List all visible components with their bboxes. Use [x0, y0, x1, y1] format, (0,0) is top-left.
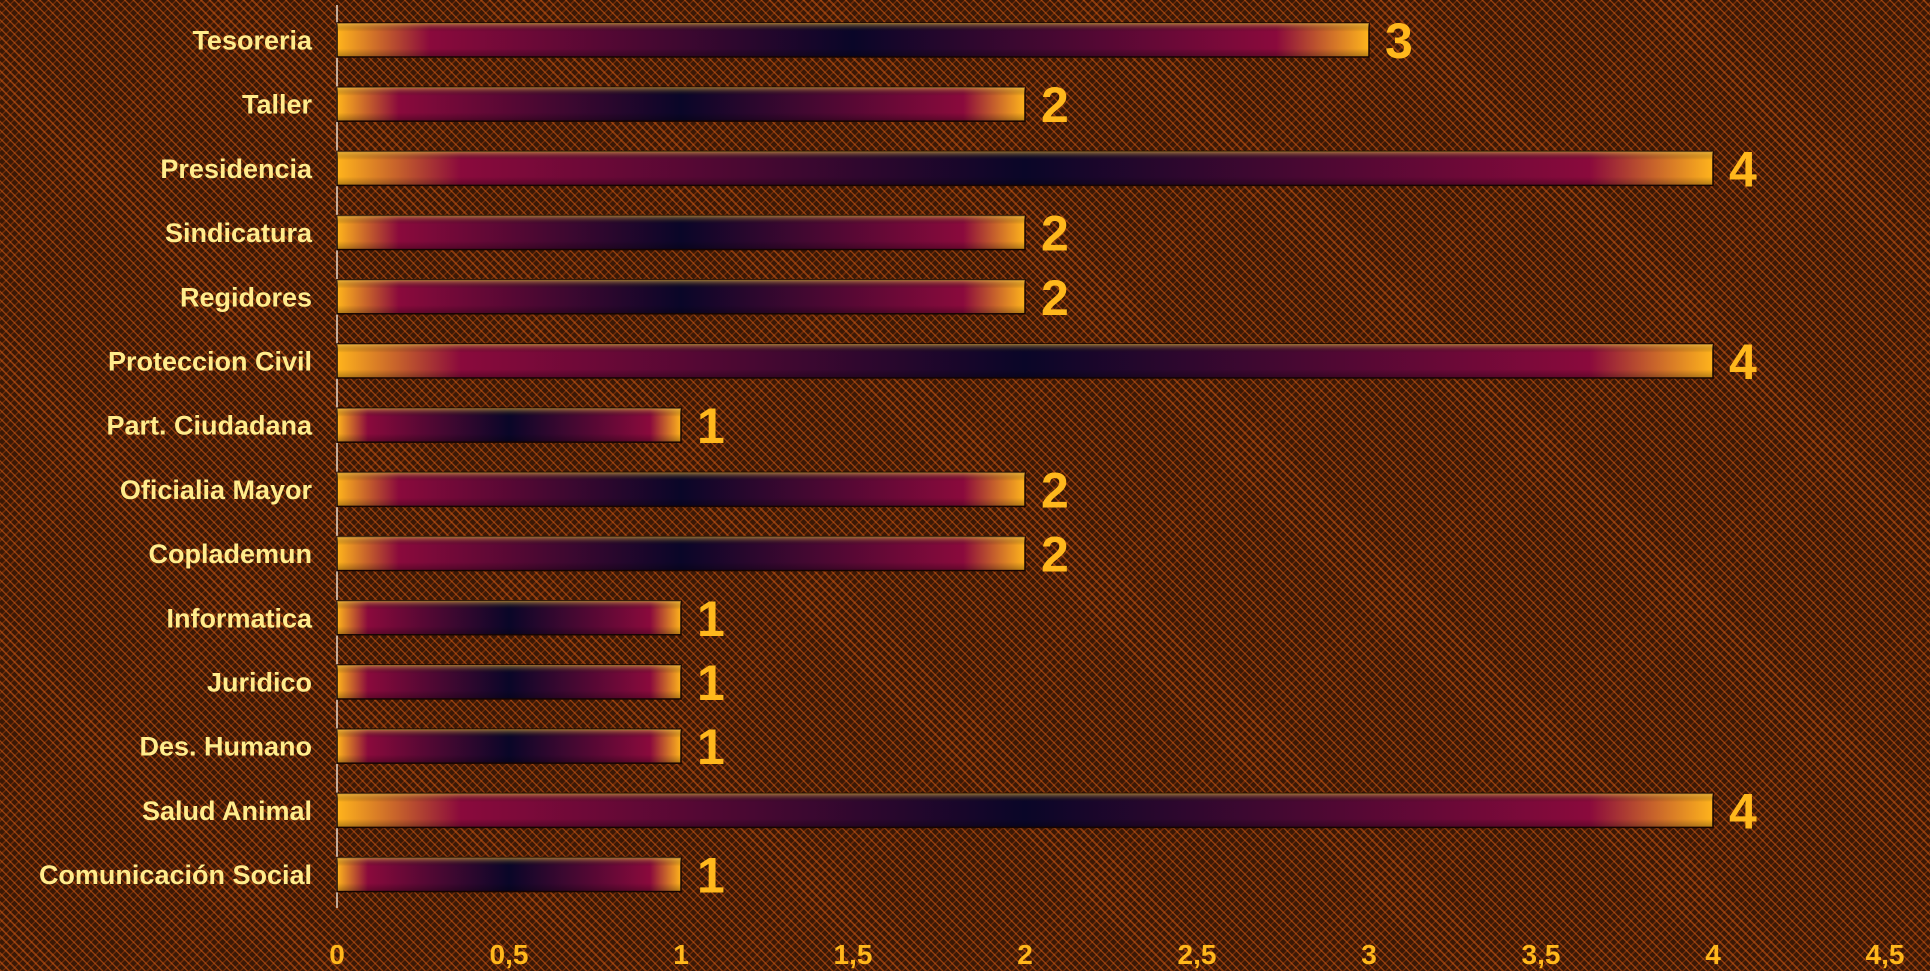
x-tick-label: 1	[673, 939, 689, 970]
x-tick-label: 0	[329, 939, 345, 970]
category-label: Presidencia	[160, 154, 313, 184]
category-label: Regidores	[180, 282, 312, 312]
value-label: 2	[1041, 462, 1069, 518]
bar-shading	[337, 151, 1713, 186]
value-label: 4	[1729, 141, 1757, 197]
category-label: Sindicatura	[165, 218, 313, 248]
category-label: Proteccion Civil	[108, 347, 312, 377]
value-label: 2	[1041, 270, 1069, 326]
bar-shading	[337, 536, 1025, 571]
category-label: Comunicación Social	[39, 860, 312, 890]
bar-shading	[337, 279, 1025, 314]
category-label: Part. Ciudadana	[106, 411, 313, 441]
value-label: 1	[697, 719, 725, 775]
value-label: 2	[1041, 206, 1069, 262]
value-label: 4	[1729, 334, 1757, 390]
category-label: Informatica	[166, 603, 313, 633]
bar-shading	[337, 344, 1713, 378]
x-tick-label: 3,5	[1522, 939, 1561, 970]
x-tick-label: 4	[1705, 939, 1721, 970]
bar-shading	[337, 472, 1025, 507]
category-label: Oficialia Mayor	[120, 475, 313, 505]
value-label: 1	[697, 848, 725, 904]
bar-shading	[337, 600, 681, 635]
bar-shading	[337, 215, 1025, 250]
category-labels-group: Tesoreria Taller Presidencia Sindicatura Reg…	[39, 26, 313, 891]
value-label: 1	[697, 398, 725, 454]
x-axis-ticks-group: 0 0,5 1 1,5 2 2,5 3 3,5 4 4,5	[329, 939, 1904, 970]
category-label: Juridico	[207, 668, 312, 698]
category-label: Des. Humano	[139, 732, 312, 762]
category-label: Taller	[242, 90, 313, 120]
bars-group	[336, 22, 1714, 893]
value-label: 3	[1385, 13, 1413, 69]
x-tick-label: 2,5	[1178, 939, 1217, 970]
category-label: Tesoreria	[192, 26, 313, 56]
value-label: 1	[697, 655, 725, 711]
value-label: 1	[697, 591, 725, 647]
bar-shading	[337, 408, 681, 443]
bar-shading	[337, 729, 681, 764]
value-label: 4	[1729, 783, 1757, 839]
category-label: Salud Animal	[142, 796, 312, 826]
x-tick-label: 1,5	[834, 939, 873, 970]
x-tick-label: 2	[1017, 939, 1033, 970]
bar-shading	[337, 793, 1713, 828]
category-label: Coplademun	[148, 539, 312, 569]
value-labels-group: 3 2 4 2 2 4 1 2 2 1 1 1 4 1	[697, 13, 1757, 904]
x-tick-label: 0,5	[490, 939, 529, 970]
value-label: 2	[1041, 77, 1069, 133]
value-label: 2	[1041, 527, 1069, 583]
bar-shading	[337, 87, 1025, 122]
x-tick-label: 4,5	[1866, 939, 1905, 970]
x-tick-label: 3	[1361, 939, 1377, 970]
bar-shading	[337, 23, 1369, 57]
bar-shading	[337, 857, 681, 892]
bar-shading	[337, 665, 681, 699]
